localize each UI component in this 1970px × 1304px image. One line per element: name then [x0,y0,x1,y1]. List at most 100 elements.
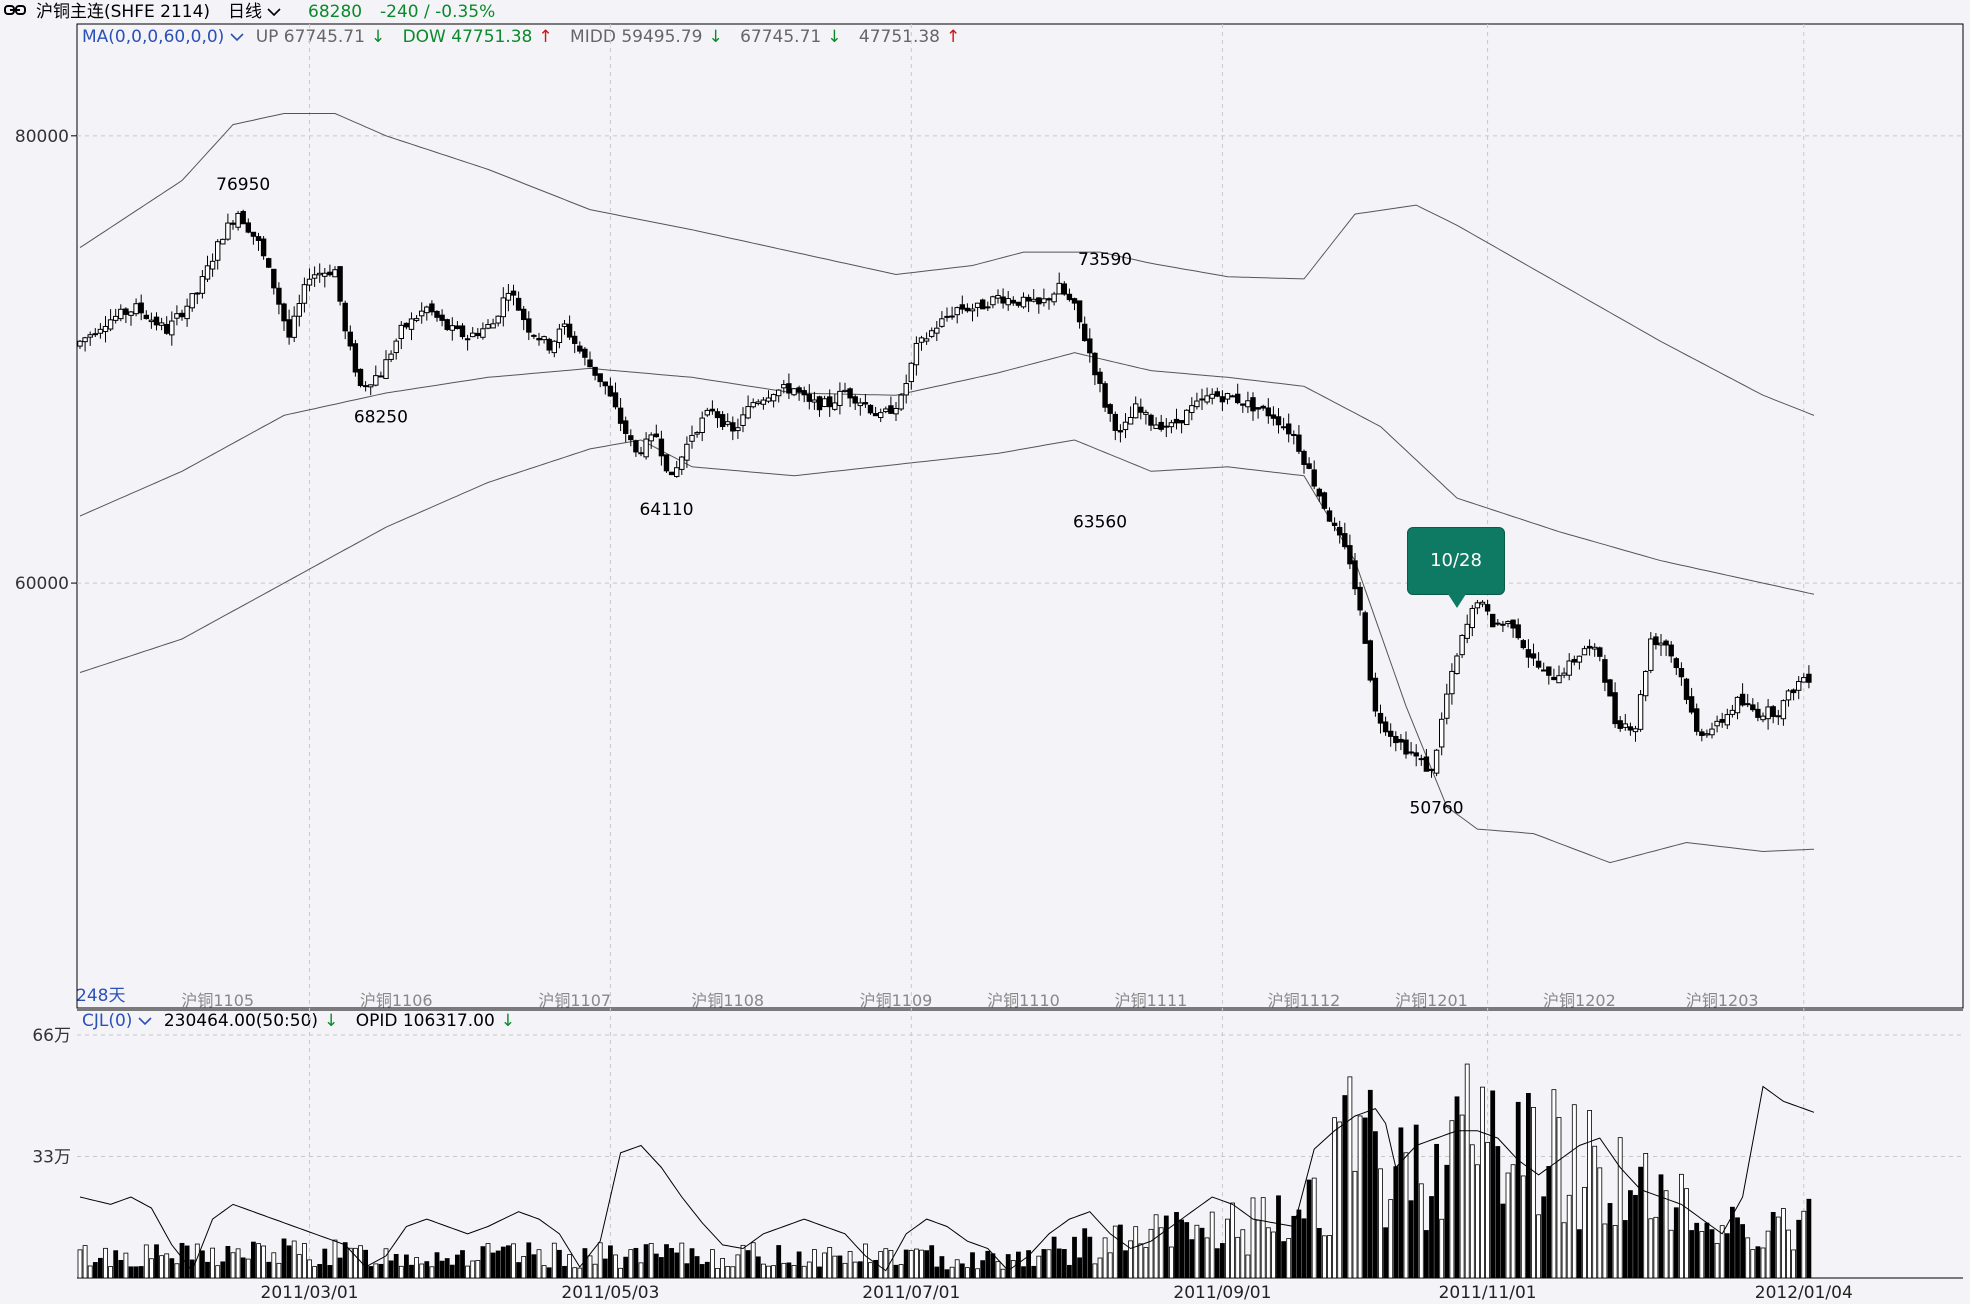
candle-body [1321,492,1328,509]
candle-body [403,322,410,328]
midd-text: MIDD 59495.79 [570,27,703,47]
volume-bar [847,1251,853,1279]
volume-bar [465,1265,471,1279]
candle-body [1189,405,1195,413]
volume-bar [1102,1237,1108,1279]
symbol-label[interactable]: 沪铜主连(SHFE 2114) [36,2,211,22]
volume-bar [985,1250,991,1279]
volume-bar [689,1248,695,1279]
candle-body [745,406,751,419]
volume-bar [1010,1260,1016,1279]
candle-body [602,381,608,387]
volume-bar [908,1250,914,1279]
volume-bar [929,1245,935,1279]
contract-label: 沪铜1203 [1686,991,1759,1010]
volume-bar [557,1249,562,1279]
candle-body [918,337,925,343]
open-interest-line [79,1085,1815,1272]
volume-bar [919,1249,924,1279]
candle-body [1347,545,1353,565]
candle-body [184,305,190,320]
volume-bar [143,1244,149,1279]
volume-bar [1735,1217,1740,1279]
candle-body [857,402,863,407]
volume-bar [852,1261,858,1279]
candle-body [194,292,201,295]
candle-body [990,296,996,306]
volume-bar [1097,1257,1103,1279]
volume-bar [480,1246,486,1279]
volume-bar [1337,1121,1343,1279]
chevron-down-icon [230,33,244,42]
volume-bar [980,1260,986,1279]
candle-body [750,402,756,408]
candle-body [837,390,843,406]
volume-bar [373,1263,379,1279]
candle-body [638,452,644,455]
candle-body [806,393,812,402]
volume-bar [1056,1248,1062,1279]
volume-bar [1765,1230,1771,1279]
candle-body [1745,703,1751,706]
candle-body [1423,756,1430,772]
candle-body [556,328,563,344]
volume-bar [1607,1203,1613,1279]
volume-bar [648,1243,654,1279]
candle-body [1765,706,1771,720]
volume-bar [1271,1231,1276,1279]
value-1-text: 67745.71 [740,27,822,47]
volume-bar [914,1248,919,1279]
candle-body [1790,689,1797,694]
candle-body [1143,411,1149,415]
volume-bar [383,1248,389,1279]
upper-band-line [79,113,1815,416]
candle-body [1546,666,1552,676]
candle-body [577,345,583,352]
candle-body [923,338,930,342]
volume-bar [505,1245,511,1279]
link-icon[interactable] [4,0,26,24]
volume-bar [1051,1236,1057,1279]
volume-bar [230,1252,236,1279]
candle-body [1515,624,1521,639]
candle-body [561,323,568,327]
volume-bar [1643,1153,1649,1279]
candle-body [1117,430,1124,433]
contract-label: 沪铜1106 [360,991,433,1010]
candle-body [959,304,965,310]
candle-body [322,272,328,277]
period-label: 日线 [228,2,262,22]
volume-indicator-selector[interactable]: CJL(0) [82,1011,153,1031]
candle-body [1683,678,1690,700]
candle-body [1331,522,1338,526]
indicator-selector[interactable]: MA(0,0,0,60,0,0) [82,27,244,47]
volume-bar [898,1264,904,1279]
volume-bar [1148,1228,1154,1279]
volume-bar [878,1251,884,1279]
candle-body [597,373,603,383]
volume-bar [1133,1226,1139,1279]
volume-bar [245,1258,251,1279]
volume-bar [169,1258,175,1279]
volume-bar [959,1263,965,1279]
period-selector[interactable]: 日线 [228,0,281,24]
candle-body [1734,696,1741,714]
candle-body [1653,636,1659,646]
candle-body [235,212,241,228]
price-change: -240 / -0.35% [380,2,496,22]
candle-body [250,231,257,237]
volume-bar [1367,1089,1373,1279]
price-annotation: 63560 [1073,512,1127,532]
candle-body [1087,338,1093,354]
candle-body [1280,426,1287,429]
candle-body [1704,733,1710,736]
arrow-down-icon: ↓ [827,27,842,47]
candle-body [1413,752,1419,757]
candle-body [485,324,491,329]
volume-tick-label: 66万 [32,1026,71,1046]
arrow-down-icon: ↓ [370,27,386,47]
candle-body [153,316,160,326]
volume-bar [1689,1230,1694,1279]
candle-body [1495,622,1501,625]
